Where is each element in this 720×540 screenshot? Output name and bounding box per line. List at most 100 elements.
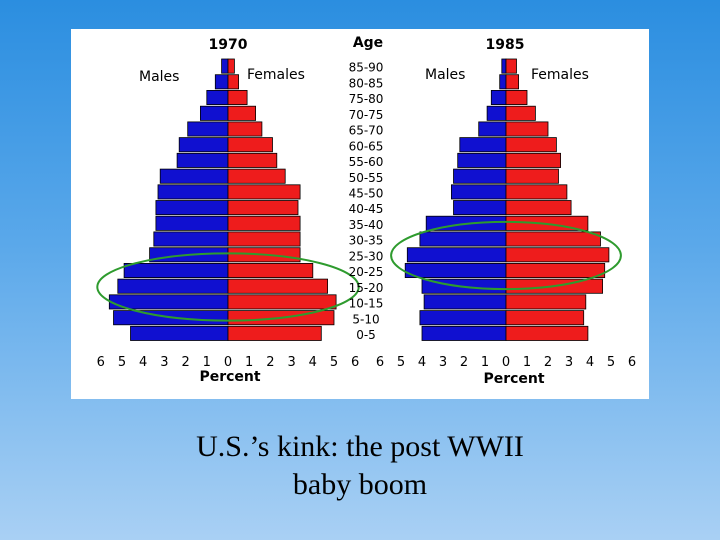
bar-females-1970-60-65 (227, 137, 273, 153)
bar-males-1970-55-60 (176, 152, 229, 168)
age-label-25-30: 25-30 (349, 249, 384, 263)
highlight-ellipse-1970 (96, 252, 360, 322)
bar-males-1970-10-15 (108, 294, 229, 310)
bar-females-1970-30-35 (227, 231, 301, 247)
bar-females-1985-50-55 (505, 168, 559, 184)
bar-females-1985-85-90 (505, 58, 517, 74)
x-tick-1985-7: 1 (523, 355, 531, 370)
x-tick-1985-1: 5 (397, 355, 405, 370)
bar-females-1985-65-70 (505, 121, 549, 137)
bar-males-1970-50-55 (159, 168, 229, 184)
bar-females-1970-10-15 (227, 294, 337, 310)
bar-males-1985-60-65 (459, 137, 507, 153)
bar-males-1985-30-35 (419, 231, 507, 247)
bar-females-1985-75-80 (505, 90, 528, 106)
males-label-1970: Males (139, 69, 179, 85)
x-tick-1985-12: 6 (628, 355, 636, 370)
x-tick-1985-3: 3 (439, 355, 447, 370)
bar-females-1970-75-80 (227, 90, 248, 106)
highlight-ellipse-1985 (390, 220, 622, 291)
bar-males-1985-0-5 (421, 325, 507, 341)
bar-males-1970-80-85 (214, 74, 229, 90)
bar-males-1985-20-25 (404, 262, 507, 278)
x-tick-1970-9: 3 (287, 355, 295, 370)
bar-males-1970-30-35 (153, 231, 229, 247)
x-tick-1970-4: 2 (181, 355, 189, 370)
bar-males-1985-25-30 (406, 247, 507, 263)
bar-males-1970-85-90 (221, 58, 229, 74)
bar-males-1970-65-70 (187, 121, 229, 137)
slide-caption: U.S.’s kink: the post WWII baby boom (0, 428, 720, 504)
age-label-85-90: 85-90 (349, 61, 384, 75)
x-tick-1985-0: 6 (376, 355, 384, 370)
bar-males-1985-40-45 (453, 200, 507, 216)
bar-females-1985-25-30 (505, 247, 610, 263)
age-label-30-35: 30-35 (349, 234, 384, 248)
x-tick-1985-6: 0 (502, 355, 510, 370)
bar-females-1970-65-70 (227, 121, 263, 137)
x-tick-1970-11: 5 (330, 355, 338, 370)
bar-females-1985-70-75 (505, 105, 536, 121)
population-pyramids-figure: 1970 1985 Age Males Females Males Female… (71, 29, 649, 399)
bar-females-1970-55-60 (227, 152, 278, 168)
age-label-35-40: 35-40 (349, 218, 384, 232)
x-tick-1970-12: 6 (351, 355, 359, 370)
x-tick-1970-10: 4 (309, 355, 317, 370)
bar-females-1970-40-45 (227, 200, 299, 216)
x-tick-1970-2: 4 (139, 355, 147, 370)
x-axis-title-1970: Percent (199, 369, 260, 385)
bar-females-1985-30-35 (505, 231, 601, 247)
panel-title-1985: 1985 (486, 37, 525, 53)
bar-males-1985-65-70 (478, 121, 507, 137)
bar-females-1985-10-15 (505, 294, 587, 310)
x-tick-1985-10: 4 (586, 355, 594, 370)
x-tick-1985-5: 1 (481, 355, 489, 370)
bar-males-1985-10-15 (423, 294, 507, 310)
age-label-55-60: 55-60 (349, 155, 384, 169)
bar-females-1970-0-5 (227, 325, 322, 341)
bar-males-1985-50-55 (453, 168, 507, 184)
bar-females-1985-0-5 (505, 325, 589, 341)
bar-females-1985-20-25 (505, 262, 606, 278)
bar-females-1985-80-85 (505, 74, 520, 90)
bar-males-1970-60-65 (178, 137, 229, 153)
bar-females-1970-80-85 (227, 74, 240, 90)
bar-males-1970-40-45 (155, 200, 229, 216)
age-label-40-45: 40-45 (349, 202, 384, 216)
age-label-10-15: 10-15 (349, 297, 384, 311)
age-label-5-10: 5-10 (352, 312, 379, 326)
males-label-1985: Males (425, 67, 465, 83)
bar-females-1985-40-45 (505, 200, 572, 216)
bar-females-1985-60-65 (505, 137, 557, 153)
x-tick-1985-11: 5 (607, 355, 615, 370)
bar-females-1985-55-60 (505, 152, 561, 168)
bar-females-1985-45-50 (505, 184, 568, 200)
bar-females-1970-70-75 (227, 105, 257, 121)
x-tick-1970-3: 3 (160, 355, 168, 370)
bar-males-1985-75-80 (490, 90, 507, 106)
x-tick-1970-6: 0 (224, 355, 232, 370)
bar-males-1970-75-80 (206, 90, 229, 106)
bar-females-1970-15-20 (227, 278, 328, 294)
age-label-65-70: 65-70 (349, 124, 384, 138)
panel-title-1970: 1970 (209, 37, 248, 53)
bar-males-1970-15-20 (117, 278, 229, 294)
caption-line-1: U.S.’s kink: the post WWII (196, 430, 524, 463)
age-label-80-85: 80-85 (349, 76, 384, 90)
bar-males-1970-20-25 (123, 262, 229, 278)
x-tick-1970-7: 1 (245, 355, 253, 370)
bar-females-1970-45-50 (227, 184, 301, 200)
females-label-1985: Females (531, 67, 589, 83)
bar-males-1970-45-50 (157, 184, 229, 200)
bar-females-1970-85-90 (227, 58, 235, 74)
age-label-15-20: 15-20 (349, 281, 384, 295)
bar-females-1970-20-25 (227, 262, 314, 278)
bar-males-1985-70-75 (486, 105, 507, 121)
caption-line-2: baby boom (292, 468, 428, 501)
bar-males-1970-70-75 (199, 105, 229, 121)
x-tick-1970-5: 1 (203, 355, 211, 370)
age-axis-title: Age (353, 35, 383, 51)
x-tick-1985-8: 2 (544, 355, 552, 370)
bar-males-1970-35-40 (155, 215, 229, 231)
age-label-45-50: 45-50 (349, 187, 384, 201)
